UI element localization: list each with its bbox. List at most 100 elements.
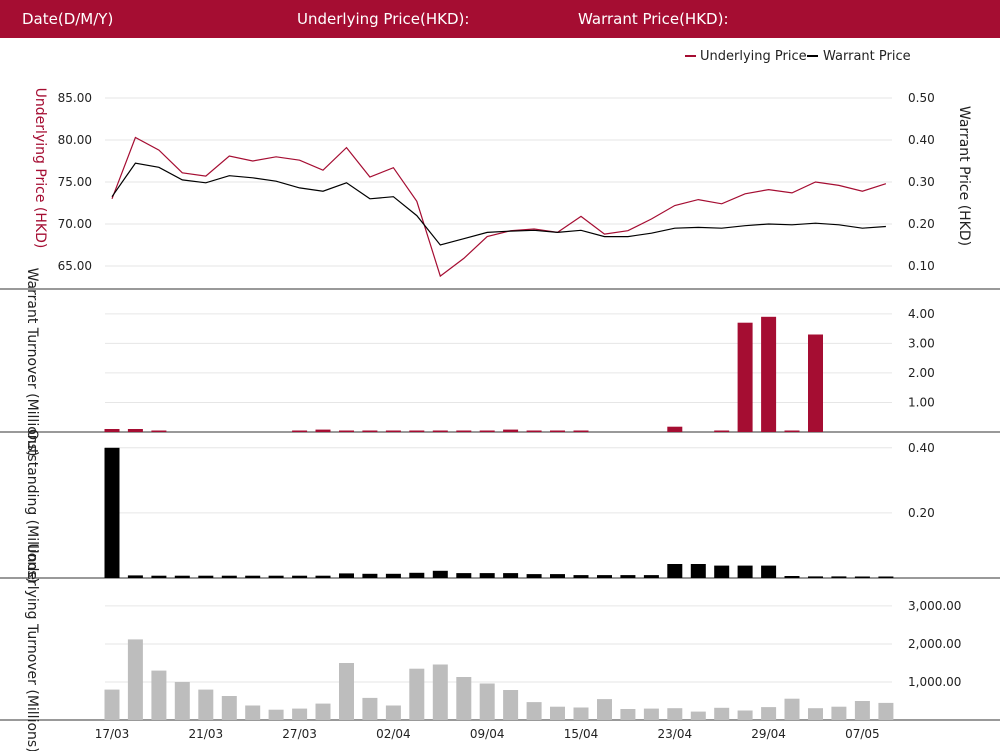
outstanding-bar bbox=[151, 575, 167, 578]
outstanding-bar bbox=[761, 565, 777, 578]
legend-warrant: Warrant Price bbox=[823, 49, 911, 64]
outstanding-bar bbox=[831, 576, 847, 578]
underlying-turnover-bar bbox=[878, 702, 894, 720]
outstanding-bar bbox=[550, 574, 565, 578]
underlying-turnover-bar bbox=[667, 708, 683, 720]
x-tick: 27/03 bbox=[282, 727, 317, 741]
price-lines bbox=[111, 136, 887, 278]
warrant-turnover-bar bbox=[315, 429, 331, 432]
underlying-turnover-bar bbox=[268, 709, 284, 720]
date-label: Date(D/M/Y) bbox=[22, 10, 114, 28]
y-tick-right: 0.10 bbox=[908, 259, 935, 273]
y-tick: 1,000.00 bbox=[908, 675, 961, 689]
outstanding-bar bbox=[737, 565, 753, 578]
y-tick-left: 75.00 bbox=[58, 175, 92, 189]
outstanding-bar bbox=[620, 575, 636, 578]
gridlines bbox=[105, 97, 892, 683]
outstanding-bar bbox=[385, 573, 401, 578]
y-tick-left: 70.00 bbox=[58, 217, 92, 231]
y-axis-title-underlying: Underlying Price (HKD) bbox=[32, 88, 48, 249]
warrant-turnover-bar bbox=[127, 429, 143, 432]
y-tick: 0.20 bbox=[908, 506, 935, 520]
info-header: Date(D/M/Y) Underlying Price(HKD): Warra… bbox=[0, 0, 1000, 38]
outstanding-bar bbox=[667, 564, 683, 578]
underlying-turnover-bar bbox=[808, 708, 823, 720]
warrant-turnover-bar bbox=[808, 334, 823, 432]
underlying-turnover-bar bbox=[385, 705, 401, 720]
outstanding-bar bbox=[432, 570, 448, 578]
y-axis-title-warrant-turnover: Warrant Turnover (Millions) bbox=[24, 268, 40, 457]
warrant-turnover-bar bbox=[784, 430, 800, 432]
tick-labels: 85.00 80.00 75.00 70.00 65.00 0.50 0.40 0.30 0.2… bbox=[58, 91, 962, 741]
underlying-turnover-bar bbox=[456, 677, 472, 720]
x-tick: 02/04 bbox=[376, 727, 411, 741]
legend-underlying: Underlying Price bbox=[700, 49, 807, 64]
outstanding-bar bbox=[127, 575, 143, 578]
warrant-price-line bbox=[111, 162, 886, 246]
underlying-turnover-bar bbox=[479, 683, 495, 720]
underlying-turnover-bar bbox=[526, 702, 542, 720]
underlying-turnover-bar bbox=[784, 698, 800, 720]
underlying-turnover-bar bbox=[151, 670, 167, 720]
warrant-turnover-bar bbox=[339, 430, 354, 432]
bars bbox=[104, 316, 894, 720]
underlying-turnover-bar bbox=[315, 703, 331, 720]
underlying-turnover-bar bbox=[362, 697, 378, 720]
warrant-turnover-bar bbox=[104, 429, 120, 432]
outstanding-bar bbox=[690, 564, 706, 578]
underlying-turnover-bar bbox=[127, 639, 143, 720]
underlying-turnover-bar bbox=[690, 711, 706, 720]
underlying-price-line bbox=[111, 136, 887, 278]
warrant-turnover-bar bbox=[573, 430, 589, 432]
outstanding-bar bbox=[479, 573, 495, 578]
y-axis-title-outstanding: Outstanding (Millions) bbox=[24, 429, 40, 583]
y-tick: 3,000.00 bbox=[908, 599, 961, 613]
y-tick-right: 0.50 bbox=[908, 91, 935, 105]
y-tick: 3.00 bbox=[908, 336, 935, 350]
underlying-turnover-bar bbox=[292, 708, 308, 720]
underlying-turnover-bar bbox=[432, 664, 448, 720]
underlying-turnover-bar bbox=[761, 707, 777, 720]
underlying-turnover-bar bbox=[714, 707, 730, 720]
outstanding-bar bbox=[268, 575, 284, 578]
warrant-turnover-bar bbox=[550, 430, 565, 432]
outstanding-bar bbox=[456, 573, 472, 578]
underlying-turnover-bar bbox=[104, 689, 120, 720]
warrant-turnover-bar bbox=[362, 430, 378, 432]
outstanding-bar bbox=[221, 575, 237, 578]
warrant-turnover-bar bbox=[151, 430, 167, 432]
underlying-turnover-bar bbox=[597, 699, 612, 720]
x-tick: 09/04 bbox=[470, 727, 505, 741]
y-tick: 4.00 bbox=[908, 307, 935, 321]
underlying-turnover-bar bbox=[643, 708, 659, 720]
price-turnover-chart: Underlying Price Warrant Price Underlyin… bbox=[0, 49, 1000, 751]
x-tick: 17/03 bbox=[95, 727, 130, 741]
warrant-turnover-bar bbox=[456, 430, 472, 432]
x-tick: 21/03 bbox=[189, 727, 224, 741]
x-tick: 29/04 bbox=[751, 727, 786, 741]
warrant-turnover-bar bbox=[292, 430, 308, 432]
y-tick: 2.00 bbox=[908, 366, 935, 380]
underlying-turnover-bar bbox=[854, 701, 870, 720]
outstanding-bar bbox=[174, 575, 190, 578]
x-tick: 07/05 bbox=[845, 727, 880, 741]
underlying-turnover-bar bbox=[737, 710, 753, 720]
y-axis-title-underlying-turnover: Underlying Turnover (Millions) bbox=[24, 543, 40, 751]
y-tick-left: 65.00 bbox=[58, 259, 92, 273]
outstanding-bar bbox=[526, 574, 542, 578]
y-tick-right: 0.40 bbox=[908, 133, 935, 147]
x-tick: 15/04 bbox=[564, 727, 599, 741]
outstanding-bar bbox=[362, 573, 378, 578]
outstanding-bar bbox=[597, 575, 612, 578]
outstanding-bar bbox=[292, 575, 308, 578]
underlying-turnover-bar bbox=[409, 668, 425, 720]
y-tick: 0.40 bbox=[908, 441, 935, 455]
underlying-turnover-bar bbox=[339, 663, 354, 720]
warrant-turnover-bar bbox=[385, 430, 401, 432]
y-tick: 2,000.00 bbox=[908, 637, 961, 651]
underlying-turnover-bar bbox=[221, 696, 237, 720]
warrant-turnover-bar bbox=[667, 426, 683, 432]
outstanding-bar bbox=[573, 575, 589, 578]
y-tick-right: 0.20 bbox=[908, 217, 935, 231]
outstanding-bar bbox=[409, 572, 425, 578]
